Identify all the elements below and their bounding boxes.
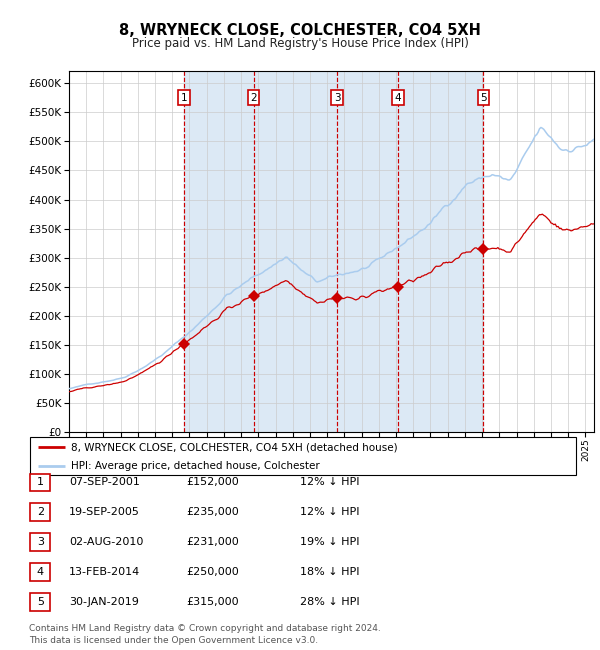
Text: Contains HM Land Registry data © Crown copyright and database right 2024.
This d: Contains HM Land Registry data © Crown c… <box>29 624 380 645</box>
Text: 28% ↓ HPI: 28% ↓ HPI <box>300 597 359 607</box>
Text: £152,000: £152,000 <box>186 477 239 488</box>
Text: 3: 3 <box>334 93 341 103</box>
Text: 1: 1 <box>37 477 44 488</box>
Text: 5: 5 <box>37 597 44 607</box>
FancyBboxPatch shape <box>30 563 50 581</box>
Text: 19% ↓ HPI: 19% ↓ HPI <box>300 537 359 547</box>
FancyBboxPatch shape <box>30 533 50 551</box>
Text: £235,000: £235,000 <box>186 507 239 517</box>
Text: £315,000: £315,000 <box>186 597 239 607</box>
Bar <box>184 72 254 432</box>
Text: 02-AUG-2010: 02-AUG-2010 <box>69 537 143 547</box>
Bar <box>254 72 337 432</box>
Text: £250,000: £250,000 <box>186 567 239 577</box>
Text: 18% ↓ HPI: 18% ↓ HPI <box>300 567 359 577</box>
FancyBboxPatch shape <box>30 503 50 521</box>
FancyBboxPatch shape <box>30 593 50 611</box>
Text: 5: 5 <box>480 93 487 103</box>
Text: 30-JAN-2019: 30-JAN-2019 <box>69 597 139 607</box>
Bar <box>337 72 398 432</box>
Bar <box>398 72 484 432</box>
Text: 12% ↓ HPI: 12% ↓ HPI <box>300 507 359 517</box>
Text: 4: 4 <box>37 567 44 577</box>
Text: 1: 1 <box>181 93 187 103</box>
Text: £231,000: £231,000 <box>186 537 239 547</box>
Text: 2: 2 <box>250 93 257 103</box>
Text: 2: 2 <box>37 507 44 517</box>
Text: Price paid vs. HM Land Registry's House Price Index (HPI): Price paid vs. HM Land Registry's House … <box>131 37 469 50</box>
Text: 07-SEP-2001: 07-SEP-2001 <box>69 477 140 488</box>
FancyBboxPatch shape <box>30 437 576 474</box>
Text: HPI: Average price, detached house, Colchester: HPI: Average price, detached house, Colc… <box>71 462 320 471</box>
Text: 3: 3 <box>37 537 44 547</box>
Text: 8, WRYNECK CLOSE, COLCHESTER, CO4 5XH (detached house): 8, WRYNECK CLOSE, COLCHESTER, CO4 5XH (d… <box>71 443 398 452</box>
Text: 13-FEB-2014: 13-FEB-2014 <box>69 567 140 577</box>
Text: 8, WRYNECK CLOSE, COLCHESTER, CO4 5XH: 8, WRYNECK CLOSE, COLCHESTER, CO4 5XH <box>119 23 481 38</box>
Text: 4: 4 <box>395 93 401 103</box>
Text: 12% ↓ HPI: 12% ↓ HPI <box>300 477 359 488</box>
Text: 19-SEP-2005: 19-SEP-2005 <box>69 507 140 517</box>
FancyBboxPatch shape <box>30 473 50 491</box>
